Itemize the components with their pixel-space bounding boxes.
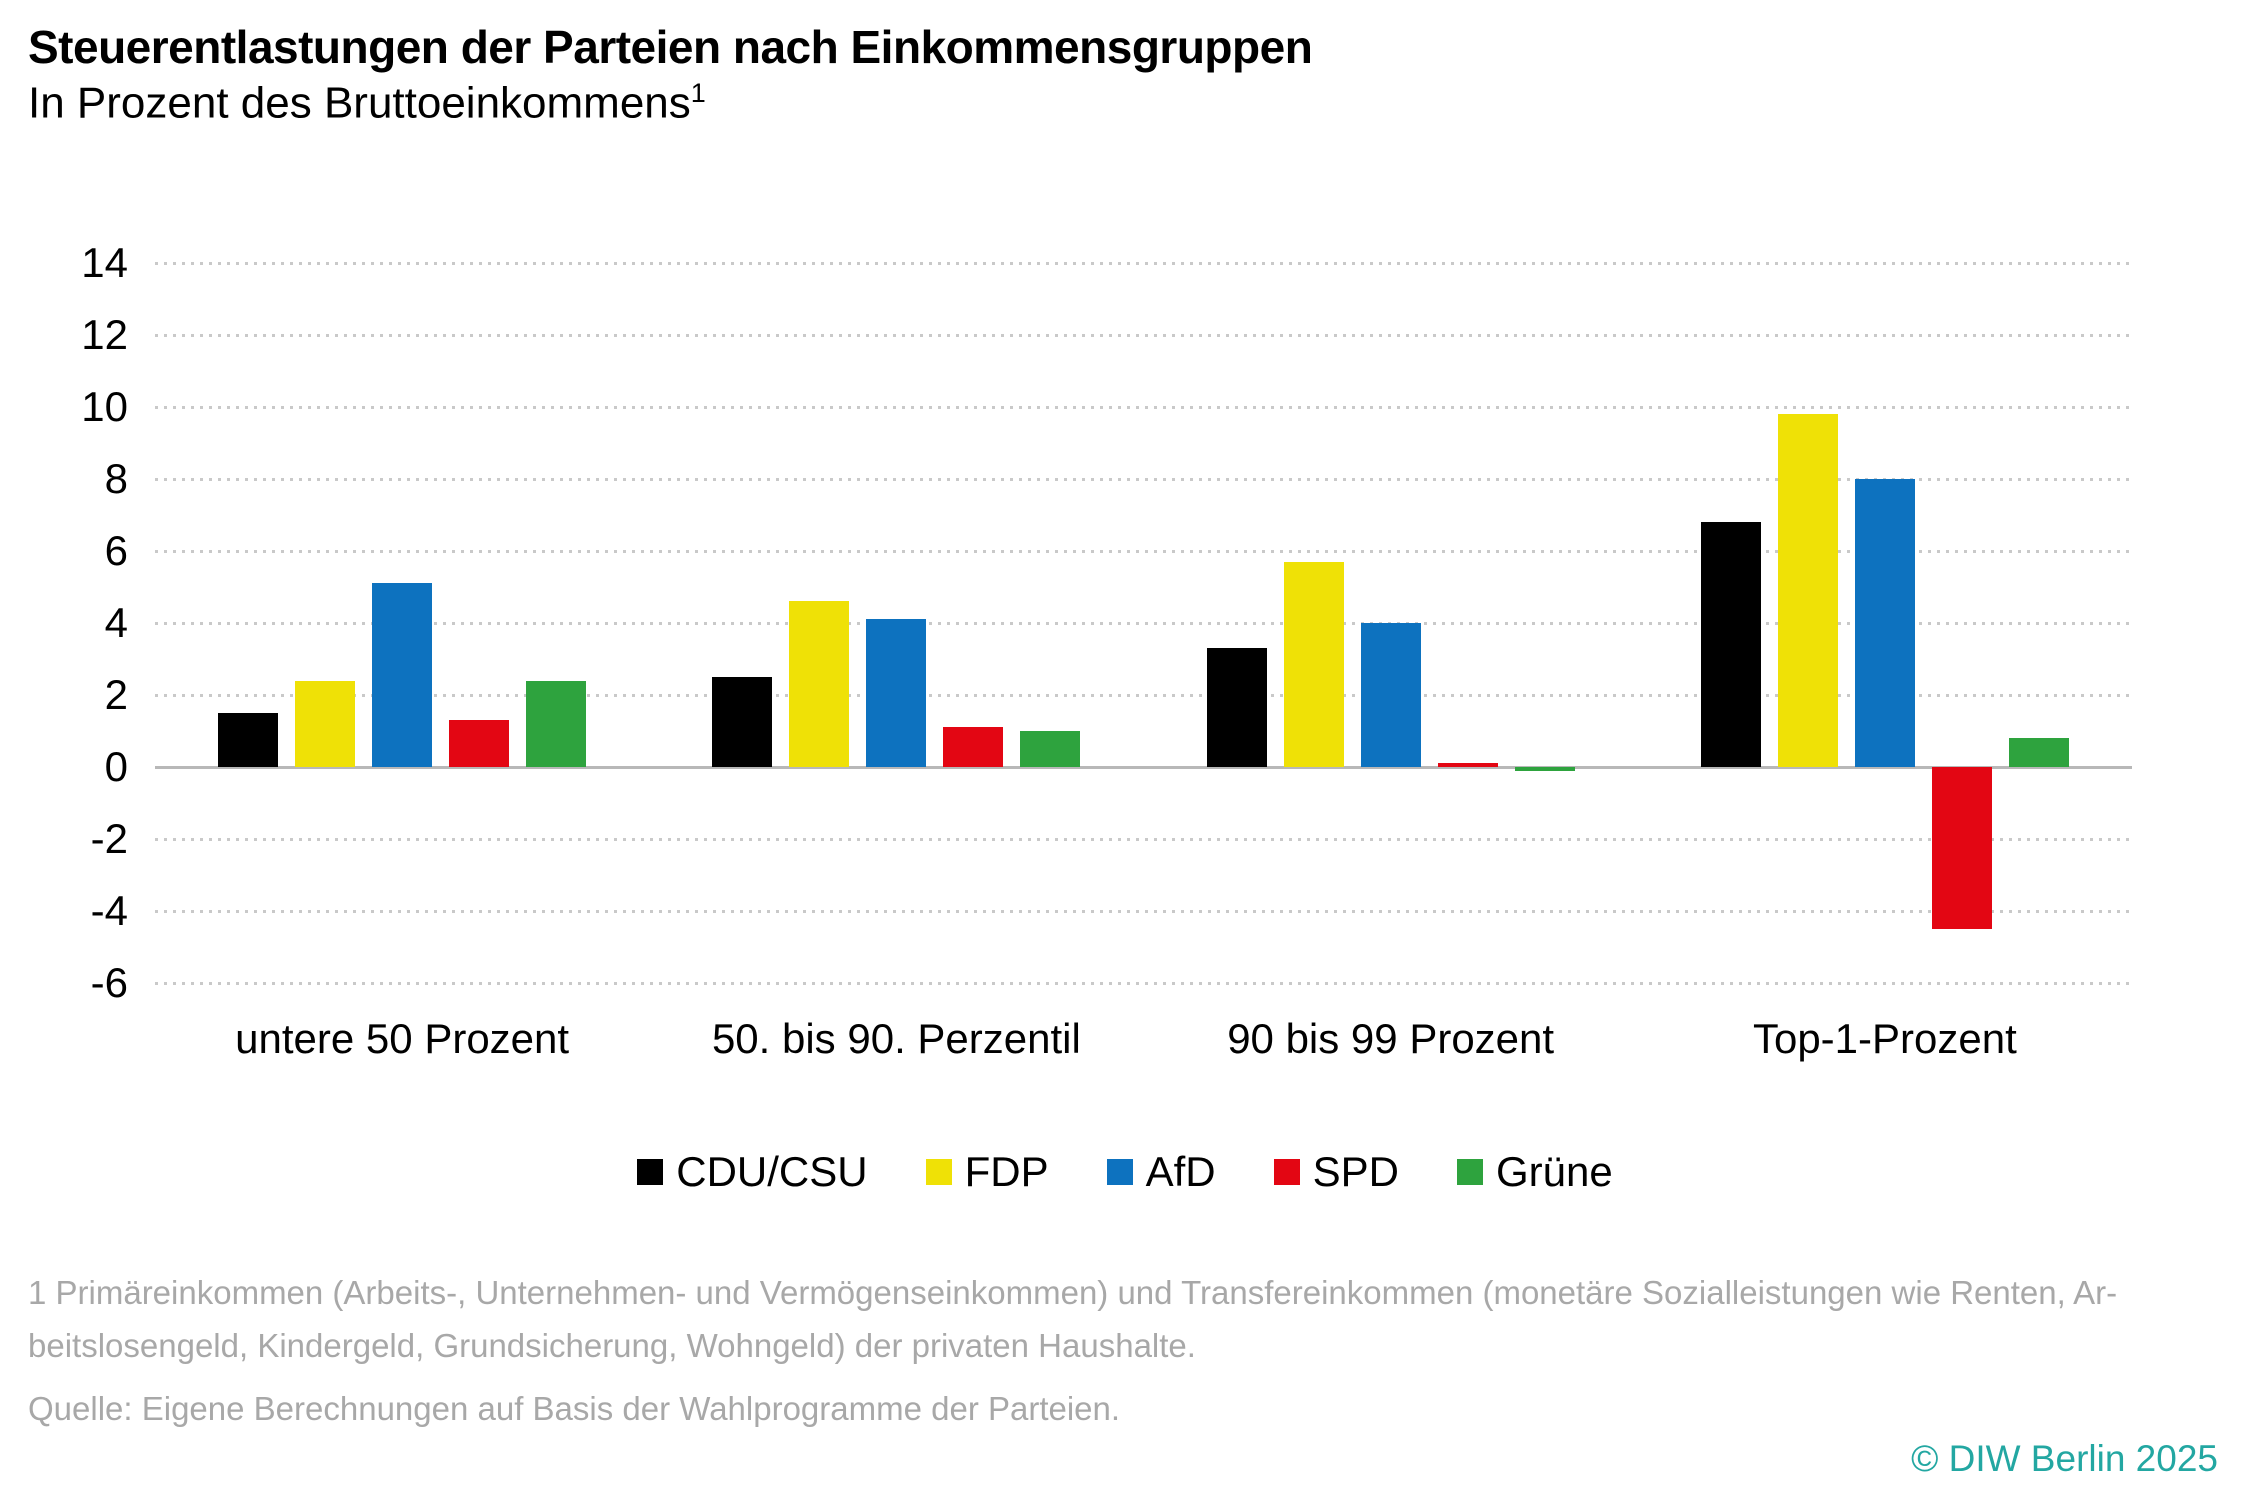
y-tick-label-4: 4: [104, 599, 128, 646]
gridline-2: [155, 694, 2132, 697]
bar-grüne-top-1-prozent: [2008, 738, 2069, 767]
y-tick-label-12: 12: [81, 311, 128, 358]
gridline--2: [155, 838, 2132, 841]
bar-fdp-untere-50-prozent: [295, 680, 356, 767]
gridline--4: [155, 910, 2132, 913]
bar-spd-top-1-prozent: [1931, 767, 1992, 929]
gridline-6: [155, 550, 2132, 553]
bar-fdp-top-1-prozent: [1777, 414, 1838, 767]
source-note: Quelle: Eigene Berechnungen auf Basis de…: [28, 1390, 1121, 1427]
page-subtitle: In Prozent des Bruttoeinkommens1: [28, 78, 706, 129]
gridline-12: [155, 334, 2132, 337]
bar-fdp-90-bis-99-prozent: [1283, 561, 1344, 767]
footnote-line-1: 1 Primäreinkommen (Arbeits-, Unternehmen…: [28, 1274, 2118, 1311]
legend-label-cdu-csu: CDU/CSU: [676, 1148, 868, 1195]
legend-item-fdp: FDP: [925, 1148, 1049, 1196]
bar-cdu-csu-50-bis-90-perzentil: [712, 677, 773, 767]
y-tick-label--2: -2: [90, 815, 128, 862]
page-title: Steuerentlastungen der Parteien nach Ein…: [28, 21, 1313, 73]
bar-fdp-50-bis-90-perzentil: [789, 601, 850, 767]
bar-spd-50-bis-90-perzentil: [943, 727, 1004, 767]
gridline-8: [155, 478, 2132, 481]
gridline--6: [155, 982, 2132, 985]
footnote: 1 Primäreinkommen (Arbeits-, Unternehmen…: [28, 1266, 2117, 1373]
y-tick-label--6: -6: [90, 959, 128, 1006]
legend-swatch-icon-fdp: [925, 1159, 952, 1185]
legend-item-grüne: Grüne: [1456, 1148, 1613, 1196]
bar-cdu-csu-90-bis-99-prozent: [1206, 648, 1267, 767]
bar-grüne-50-bis-90-perzentil: [1020, 731, 1081, 767]
y-tick-label-0: 0: [104, 743, 128, 790]
y-tick-label--4: -4: [90, 887, 128, 934]
legend-label-afd: AfD: [1145, 1148, 1216, 1195]
bar-afd-90-bis-99-prozent: [1360, 623, 1421, 767]
y-tick-label-14: 14: [81, 239, 128, 286]
gridline-4: [155, 622, 2132, 625]
legend-item-afd: AfD: [1106, 1148, 1216, 1196]
legend-swatch-icon-grüne: [1456, 1159, 1483, 1185]
legend-swatch-icon-cdu-csu: [637, 1159, 664, 1185]
y-tick-label-6: 6: [104, 527, 128, 574]
bar-spd-untere-50-prozent: [449, 720, 510, 767]
y-tick-label-2: 2: [104, 671, 128, 718]
plot-area: untere 50 Prozent 50. bis 90. Perzentil 90…: [155, 262, 2132, 1062]
legend: CDU/CSU FDP AfD SPD Grüne: [0, 1148, 2250, 1196]
category-label-90-bis-99-prozent: 90 bis 99 Prozent: [1227, 1015, 1555, 1062]
bar-grüne-90-bis-99-prozent: [1514, 767, 1575, 771]
gridline-10: [155, 406, 2132, 409]
bar-cdu-csu-untere-50-prozent: [218, 713, 279, 767]
legend-label-spd: SPD: [1312, 1148, 1399, 1195]
category-label-untere-50-prozent: untere 50 Prozent: [235, 1015, 570, 1062]
legend-swatch-icon-spd: [1273, 1159, 1300, 1185]
legend-label-fdp: FDP: [964, 1148, 1049, 1195]
bar-spd-90-bis-99-prozent: [1437, 763, 1498, 767]
copyright-note: © DIW Berlin 2025: [1911, 1438, 2218, 1479]
legend-label-grüne: Grüne: [1495, 1148, 1613, 1195]
subtitle-text: In Prozent des Bruttoeinkommens: [28, 78, 691, 128]
legend-item-spd: SPD: [1273, 1148, 1399, 1196]
y-tick-label-10: 10: [81, 383, 128, 430]
legend-swatch-icon-afd: [1106, 1159, 1133, 1185]
bar-afd-untere-50-prozent: [372, 583, 433, 767]
bar-afd-top-1-prozent: [1854, 479, 1915, 767]
bar-grüne-untere-50-prozent: [526, 680, 587, 767]
bar-afd-50-bis-90-perzentil: [866, 619, 927, 767]
gridline-14: [155, 262, 2132, 265]
category-label-50-bis-90-perzentil: 50. bis 90. Perzentil: [711, 1015, 1081, 1062]
legend-item-cdu-csu: CDU/CSU: [637, 1148, 868, 1196]
y-tick-label-8: 8: [104, 455, 128, 502]
bar-cdu-csu-top-1-prozent: [1700, 522, 1761, 767]
footnote-marker: 1: [690, 78, 706, 108]
zero-axis-line: [155, 766, 2132, 769]
footnote-line-2: beitslosengeld, Kindergeld, Grundsicheru…: [28, 1327, 1196, 1365]
category-label-top-1-prozent: Top-1-Prozent: [1752, 1015, 2017, 1062]
